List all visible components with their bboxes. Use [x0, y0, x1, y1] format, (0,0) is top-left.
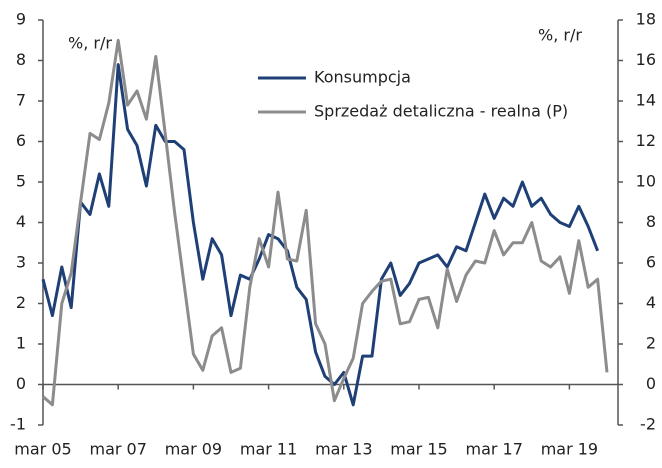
y2-tick-label: 8 — [646, 212, 656, 231]
y-tick-label: 3 — [16, 253, 26, 272]
y-tick-label: 5 — [16, 172, 26, 191]
x-tick-label: mar 19 — [541, 440, 598, 459]
y2-axis-label: %, r/r — [538, 26, 582, 45]
y-tick-label: 7 — [16, 91, 26, 110]
y2-tick-label: 6 — [646, 253, 656, 272]
legend-label: Konsumpcja — [314, 68, 411, 87]
y2-tick-label: 4 — [646, 293, 656, 312]
y2-tick-label: 14 — [636, 91, 656, 110]
x-tick-label: mar 09 — [165, 440, 222, 459]
y2-tick-label: 10 — [636, 172, 656, 191]
y-tick-label: 8 — [16, 50, 26, 69]
y-tick-label: 0 — [16, 374, 26, 393]
y2-tick-label: 0 — [646, 374, 656, 393]
legend-label: Sprzedaż detaliczna - realna (P) — [314, 102, 568, 121]
series-line — [42, 38, 609, 407]
y-tick-label: 1 — [16, 334, 26, 353]
y-tick-label: 4 — [16, 212, 26, 231]
series-line — [41, 63, 599, 407]
y2-tick-label: -2 — [640, 415, 656, 434]
x-tick-label: mar 05 — [14, 440, 71, 459]
y-tick-label: 2 — [16, 293, 26, 312]
x-tick-label: mar 11 — [240, 440, 297, 459]
y2-tick-label: 16 — [636, 50, 656, 69]
x-tick-label: mar 13 — [315, 440, 372, 459]
y-tick-label: -1 — [10, 415, 26, 434]
x-tick-label: mar 17 — [465, 440, 522, 459]
y2-tick-label: 18 — [636, 10, 656, 29]
y2-tick-label: 12 — [636, 131, 656, 150]
x-tick-label: mar 15 — [390, 440, 447, 459]
y-axis-label: %, r/r — [68, 34, 112, 53]
y-tick-label: 6 — [16, 131, 26, 150]
y-tick-label: 9 — [16, 10, 26, 29]
y2-tick-label: 2 — [646, 334, 656, 353]
x-tick-label: mar 07 — [89, 440, 146, 459]
